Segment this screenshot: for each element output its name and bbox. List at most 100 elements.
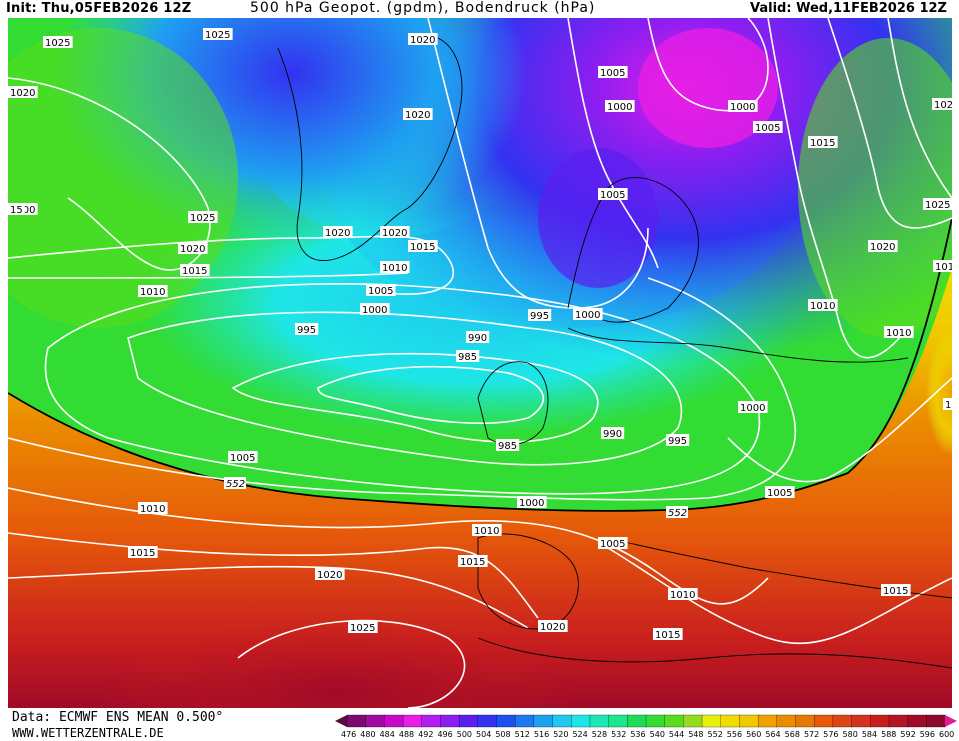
isobar-label: 1015: [460, 557, 485, 568]
legend-swatch: [739, 714, 759, 728]
legend-swatch: [832, 714, 853, 728]
isobar-label: 1005: [600, 539, 625, 550]
data-source: Data: ECMWF ENS MEAN 0.500°: [12, 710, 224, 725]
isobar-label: 995: [668, 436, 687, 447]
isobar-label: 1020: [405, 110, 430, 121]
isobar-label-box: [188, 211, 218, 223]
scandinavia: [567, 177, 699, 323]
legend-label: 512: [515, 730, 530, 739]
isobar-label: 1005: [368, 286, 393, 297]
isobar-1020-a: [8, 565, 529, 629]
isobar-label: 1020: [325, 228, 350, 239]
legend-swatch: [870, 714, 890, 728]
legend-swatch: [421, 714, 442, 728]
isobar-985: [317, 365, 545, 424]
isobar-label: 1015: [810, 138, 835, 149]
isobar-label: 1005: [600, 68, 625, 79]
legend-swatch: [515, 714, 535, 728]
isobar-label-box: [753, 121, 783, 133]
legend-label: 532: [611, 730, 626, 739]
legend-label: 520: [553, 730, 568, 739]
isobar-label: 1010: [670, 590, 695, 601]
legend-swatch: [683, 714, 703, 728]
isobar-1010-e: [767, 18, 909, 359]
legend-swatch: [814, 714, 834, 728]
isobar-label: 1020: [870, 242, 895, 253]
isobar-label-box: [668, 588, 698, 600]
legend-label: 580: [843, 730, 858, 739]
isobar-label-box: [808, 136, 838, 148]
legend-swatch: [571, 714, 591, 728]
scandinavia-purple: [538, 148, 658, 288]
isobar-label: 1010: [935, 262, 952, 273]
isobar-1010-a: [8, 487, 769, 605]
isobar-label-box: [738, 401, 768, 413]
isobar-label-box: [598, 188, 628, 200]
isobar-label-box: [573, 308, 603, 320]
legend-label: 528: [592, 730, 607, 739]
legend-label: 484: [380, 730, 395, 739]
legend-swatch: [795, 714, 815, 728]
coastlines: [277, 37, 952, 669]
isobar-label: 1020: [410, 35, 435, 46]
legend-label: 492: [418, 730, 433, 739]
legend-swatch: [384, 714, 404, 728]
isobar-label: 1010: [140, 287, 165, 298]
isobar-label-box: [808, 299, 838, 311]
isobar-label-box: [601, 427, 625, 439]
isobar-label-box: [348, 621, 378, 633]
isobar-label-box: [456, 350, 480, 362]
east-green: [798, 38, 952, 338]
legend-swatch: [458, 714, 479, 728]
legend-label: 584: [862, 730, 877, 739]
legend-label: 564: [765, 730, 780, 739]
legend-label: 544: [669, 730, 684, 739]
legend-swatch: [757, 714, 778, 728]
greenland-coast: [277, 37, 463, 262]
legend-label: 516: [534, 730, 549, 739]
isobar-label-box: [598, 537, 628, 549]
isobar-1015-se: [607, 547, 952, 645]
isobar-label-box: [466, 331, 490, 343]
isobar-label-box: [605, 100, 635, 112]
legend-swatch: [589, 714, 610, 728]
isobar-1015-w: [8, 235, 455, 296]
legend-label: 536: [630, 730, 645, 739]
isobar-label-box: [8, 86, 38, 98]
legend-label: 476: [341, 730, 356, 739]
isobar-label: 1015: [655, 630, 680, 641]
isobar-label-box: [598, 66, 628, 78]
isobar-label-box: [178, 242, 208, 254]
isobar-label: 1025: [190, 213, 215, 224]
isobar-label: 10: [945, 400, 952, 411]
isobar-label-box: [458, 555, 488, 567]
isobar-label-box: [360, 303, 390, 315]
isobar-label-box: [881, 584, 911, 596]
legend-label: 480: [360, 730, 375, 739]
isobar-label-box: [315, 568, 345, 580]
isobar-label-box: [380, 261, 410, 273]
isobar-label-box: [943, 398, 952, 410]
isobar-990: [231, 352, 599, 443]
isobar-label: 1000: [730, 102, 755, 113]
legend-swatch: [477, 714, 498, 728]
legend-label: 508: [495, 730, 510, 739]
legend-label: 596: [920, 730, 935, 739]
isobar-label-box: [403, 108, 433, 120]
chart-title: 500 hPa Geopot. (gpdm), Bodendruck (hPa): [250, 0, 596, 16]
isobar-label: 1015: [130, 548, 155, 559]
isobar-label-box: [472, 524, 502, 536]
legend-label: 576: [823, 730, 838, 739]
legend-swatch: [888, 714, 909, 728]
barents-magenta: [638, 28, 778, 148]
isobar-1005-n: [567, 18, 659, 269]
isobar-label: 1015: [883, 586, 908, 597]
isobar-label: 1025: [350, 623, 375, 634]
isobar-label: 1020: [540, 622, 565, 633]
legend-label: 504: [476, 730, 491, 739]
legend-label: 500: [457, 730, 472, 739]
contour-552-labels: 552 552: [224, 477, 688, 519]
isobar-label-box: [203, 28, 233, 40]
